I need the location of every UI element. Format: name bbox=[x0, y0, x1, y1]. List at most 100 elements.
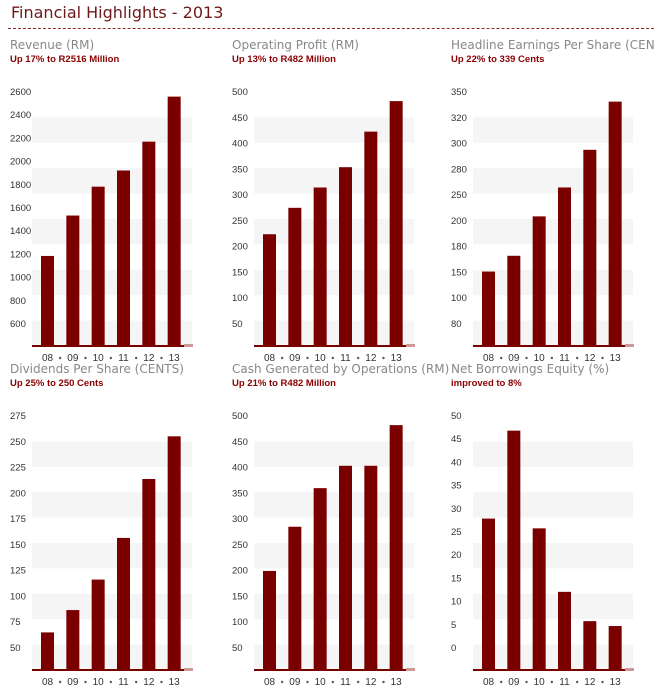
bar[interactable] bbox=[389, 425, 403, 670]
x-separator-dot bbox=[109, 356, 113, 360]
bar[interactable] bbox=[288, 207, 302, 346]
x-separator-dot bbox=[525, 356, 528, 360]
x-tick-label: 10 bbox=[534, 353, 546, 364]
bar[interactable] bbox=[558, 187, 571, 346]
bar[interactable] bbox=[532, 528, 546, 670]
bar[interactable] bbox=[608, 101, 622, 346]
page-title: Financial Highlights - 2013 bbox=[11, 3, 224, 22]
y-tick-label: 200 bbox=[10, 488, 26, 499]
bar[interactable] bbox=[339, 167, 352, 346]
bar[interactable] bbox=[117, 537, 130, 670]
bar[interactable] bbox=[288, 526, 302, 670]
x-separator-dot bbox=[109, 680, 113, 684]
grid-band bbox=[473, 320, 633, 346]
grid-band bbox=[473, 492, 633, 518]
x-tick-label: 10 bbox=[534, 677, 546, 688]
x-separator-dot bbox=[550, 356, 554, 360]
bar[interactable] bbox=[482, 271, 495, 346]
y-tick-label: 1400 bbox=[10, 226, 31, 237]
x-tick-label: 12 bbox=[584, 353, 596, 364]
grid-band bbox=[473, 593, 633, 620]
x-separator-dot bbox=[575, 680, 579, 684]
bar[interactable] bbox=[532, 216, 546, 346]
x-separator-dot bbox=[160, 356, 163, 360]
bar[interactable] bbox=[339, 465, 352, 670]
bar[interactable] bbox=[313, 488, 327, 670]
y-tick-label: 350 bbox=[232, 488, 248, 499]
axis-end-marker bbox=[406, 344, 415, 347]
y-tick-label: 1600 bbox=[10, 203, 31, 214]
y-tick-label: 125 bbox=[10, 566, 26, 577]
x-tick-label: 11 bbox=[559, 353, 570, 364]
y-tick-label: 100 bbox=[451, 293, 467, 304]
bar[interactable] bbox=[608, 626, 622, 670]
grid-band bbox=[254, 593, 414, 620]
y-tick-label: 15 bbox=[451, 573, 462, 584]
x-separator-dot bbox=[280, 356, 284, 360]
x-tick-label: 10 bbox=[93, 677, 105, 688]
bar[interactable] bbox=[583, 621, 597, 670]
bar[interactable] bbox=[91, 186, 105, 346]
bar[interactable] bbox=[364, 131, 378, 346]
bar[interactable] bbox=[558, 591, 571, 670]
bar[interactable] bbox=[91, 579, 105, 670]
y-tick-label: 175 bbox=[10, 514, 26, 525]
x-separator-dot bbox=[134, 680, 138, 684]
y-tick-label: 800 bbox=[10, 296, 26, 307]
y-tick-label: 5 bbox=[451, 620, 456, 631]
bar[interactable] bbox=[117, 170, 130, 346]
axis-end-marker bbox=[184, 668, 193, 671]
grid-band bbox=[254, 543, 414, 569]
bar[interactable] bbox=[263, 570, 276, 670]
bar[interactable] bbox=[142, 478, 156, 670]
bar[interactable] bbox=[167, 96, 181, 346]
grid-band bbox=[254, 320, 414, 346]
x-tick-label: 09 bbox=[289, 677, 301, 688]
grid-band bbox=[32, 593, 192, 620]
bar[interactable] bbox=[482, 518, 495, 670]
y-tick-label: 275 bbox=[10, 411, 26, 422]
y-tick-label: 450 bbox=[232, 437, 248, 448]
x-tick-label: 11 bbox=[118, 353, 129, 364]
bar[interactable] bbox=[41, 255, 54, 346]
chart-subtitle: Up 25% to 250 Cents bbox=[10, 378, 104, 389]
grid-band bbox=[254, 441, 414, 467]
bar[interactable] bbox=[66, 215, 80, 346]
bar[interactable] bbox=[142, 141, 156, 346]
y-tick-label: 10 bbox=[451, 597, 462, 608]
y-tick-label: 300 bbox=[232, 514, 248, 525]
chart-title: Operating Profit (RM) bbox=[232, 38, 359, 52]
x-separator-dot bbox=[280, 680, 284, 684]
grid-band bbox=[32, 441, 192, 467]
x-tick-label: 08 bbox=[42, 353, 54, 364]
x-tick-label: 08 bbox=[42, 677, 54, 688]
x-tick-label: 09 bbox=[508, 677, 520, 688]
bar[interactable] bbox=[364, 465, 378, 670]
y-tick-label: 300 bbox=[232, 190, 248, 201]
bar[interactable] bbox=[41, 632, 54, 670]
grid-band bbox=[32, 543, 192, 569]
x-tick-label: 08 bbox=[483, 677, 495, 688]
bar[interactable] bbox=[313, 187, 327, 346]
grid-band bbox=[473, 168, 633, 194]
cash-generated-chart: 500 450 400 350 300 250 200 150 100 50 08 09 10 11 12 1… bbox=[232, 411, 415, 688]
grid-band bbox=[473, 117, 633, 143]
x-separator-dot bbox=[499, 356, 503, 360]
bar[interactable] bbox=[507, 430, 521, 670]
x-tick-label: 09 bbox=[67, 677, 79, 688]
grid-band bbox=[32, 644, 192, 670]
bar[interactable] bbox=[583, 149, 597, 346]
y-tick-label: 1200 bbox=[10, 249, 31, 260]
bar[interactable] bbox=[263, 234, 276, 346]
x-tick-label: 08 bbox=[483, 353, 495, 364]
y-tick-label: 600 bbox=[10, 319, 26, 330]
x-tick-label: 12 bbox=[365, 353, 377, 364]
x-separator-dot bbox=[84, 356, 87, 360]
bar[interactable] bbox=[507, 255, 521, 346]
y-tick-label: 225 bbox=[10, 463, 26, 474]
operating-profit-chart: 500 450 400 350 300 250 200 150 100 50 08 09 10 11 12 1… bbox=[232, 87, 415, 364]
bar[interactable] bbox=[167, 436, 181, 670]
bar[interactable] bbox=[66, 610, 80, 670]
bar[interactable] bbox=[389, 101, 403, 346]
grid-band bbox=[473, 219, 633, 245]
